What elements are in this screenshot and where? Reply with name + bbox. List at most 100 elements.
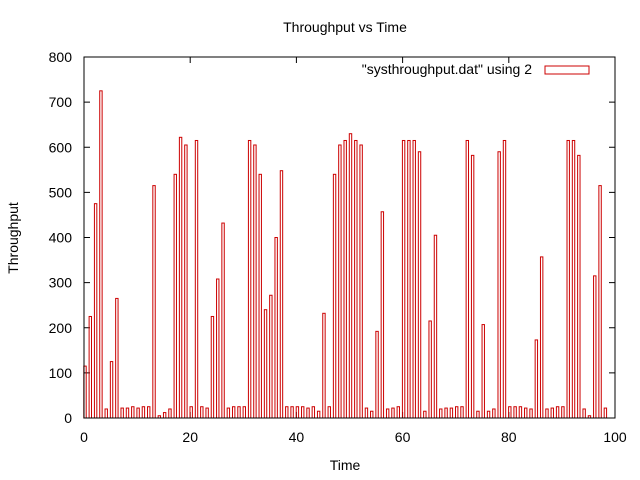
bar (375, 330, 379, 419)
bar (555, 406, 560, 419)
bar (93, 203, 98, 419)
bar (460, 406, 464, 419)
bar (194, 139, 199, 419)
x-tick-label: 40 (289, 429, 305, 445)
bar (518, 406, 523, 419)
y-tick-label: 500 (49, 184, 73, 200)
bar (502, 139, 507, 419)
bar (131, 406, 135, 419)
bar (216, 278, 220, 419)
bar (210, 315, 215, 419)
bar (263, 309, 268, 419)
x-ticks: 0 20 40 60 80 100 (80, 57, 627, 445)
bar (141, 406, 146, 419)
bar (348, 133, 353, 419)
bar (550, 407, 554, 419)
bar (327, 406, 331, 419)
bar (237, 406, 241, 419)
bar (136, 407, 140, 419)
bar (385, 408, 390, 419)
bar (486, 410, 491, 419)
chart-title: Throughput vs Time (283, 19, 407, 35)
bar (529, 408, 533, 419)
bar (396, 406, 400, 419)
bar (481, 324, 485, 419)
y-tick-label: 100 (49, 365, 73, 381)
y-tick-label: 0 (64, 410, 72, 426)
bar (231, 406, 236, 419)
bar (539, 256, 544, 419)
bar (226, 407, 231, 419)
y-tick-label: 600 (49, 139, 73, 155)
bar (295, 406, 300, 419)
bar (178, 136, 183, 419)
bar (603, 407, 608, 419)
bar (242, 406, 247, 419)
x-tick-label: 60 (395, 429, 411, 445)
x-tick-label: 100 (603, 429, 627, 445)
bar (433, 234, 438, 419)
bar (285, 406, 289, 419)
bar (423, 410, 427, 419)
bar (221, 222, 225, 419)
x-tick-label: 20 (182, 429, 198, 445)
bar (147, 406, 151, 419)
bar (465, 139, 470, 419)
y-tick-label: 800 (49, 49, 73, 65)
x-tick-label: 0 (80, 429, 88, 445)
bar (455, 406, 459, 419)
bar (247, 139, 252, 419)
bar (343, 139, 347, 419)
bar (109, 361, 114, 419)
bar (380, 211, 385, 419)
bar (439, 408, 443, 419)
bar (566, 139, 570, 419)
bar (338, 144, 342, 419)
y-tick-label: 200 (49, 320, 73, 336)
bar (322, 312, 326, 419)
bar (370, 410, 374, 419)
bar (571, 139, 576, 419)
bar (168, 408, 172, 419)
bar (449, 407, 454, 419)
bar (274, 237, 278, 419)
bar (253, 144, 257, 419)
bar (311, 406, 316, 419)
bar (269, 294, 273, 419)
bar (508, 406, 512, 419)
bar (99, 90, 103, 419)
legend: "systhroughput.dat" using 2 (362, 61, 590, 77)
bar (189, 406, 193, 419)
bar (534, 339, 539, 419)
bar (359, 144, 363, 419)
bar (162, 412, 167, 419)
bar (524, 407, 528, 419)
bar (279, 170, 284, 419)
bar (354, 139, 358, 419)
bar (290, 406, 294, 419)
y-tick-label: 700 (49, 94, 73, 110)
bar (205, 407, 209, 419)
bar (391, 407, 395, 419)
bar (258, 173, 262, 419)
bar (173, 173, 177, 419)
bar (598, 185, 602, 419)
bar (513, 406, 517, 419)
bar (582, 408, 586, 419)
bar (412, 139, 416, 419)
y-axis-label: Throughput (5, 202, 21, 274)
x-tick-label: 80 (501, 429, 517, 445)
y-tick-label: 400 (49, 230, 73, 246)
plot-frame (83, 56, 616, 419)
bar (125, 407, 130, 419)
bar (401, 139, 406, 419)
bar (115, 297, 119, 419)
bar (364, 407, 369, 419)
bars (83, 90, 608, 419)
bar (316, 410, 321, 419)
legend-swatch (544, 65, 590, 75)
bar (470, 154, 475, 419)
bar (301, 406, 305, 419)
bar (561, 406, 565, 419)
